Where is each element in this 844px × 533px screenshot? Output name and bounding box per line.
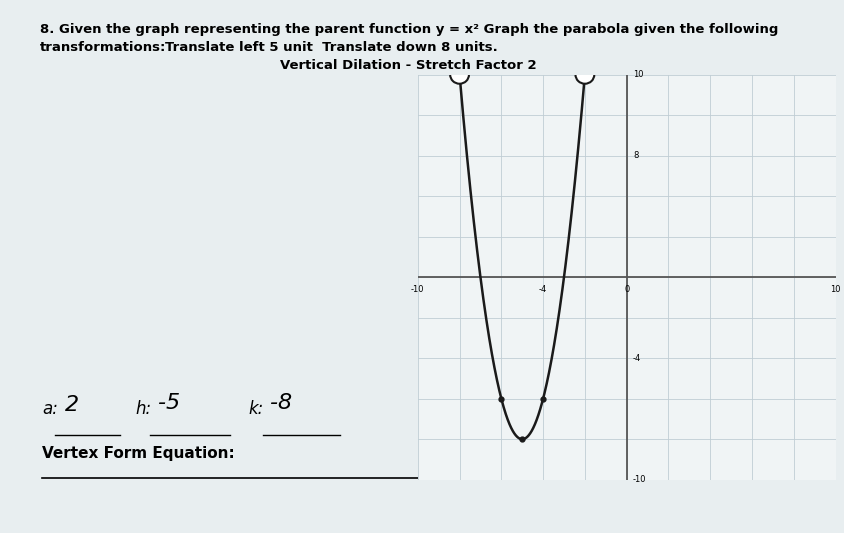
Text: Vertical Dilation - Stretch Factor 2: Vertical Dilation - Stretch Factor 2 <box>280 59 537 72</box>
Text: -4: -4 <box>633 354 641 362</box>
Text: Vertex Form Equation:: Vertex Form Equation: <box>42 446 235 461</box>
Text: h:: h: <box>135 400 151 418</box>
Text: 2: 2 <box>65 395 79 415</box>
Circle shape <box>450 66 469 84</box>
Text: -5: -5 <box>158 393 180 413</box>
Text: -8: -8 <box>270 393 292 413</box>
Text: k:: k: <box>248 400 263 418</box>
Text: Translate left 5 unit  Translate down 8 units.: Translate left 5 unit Translate down 8 u… <box>165 41 498 54</box>
Text: 10: 10 <box>633 70 643 79</box>
Text: 0: 0 <box>624 285 630 294</box>
Circle shape <box>576 66 594 84</box>
Text: -10: -10 <box>633 475 647 484</box>
Text: a:: a: <box>42 400 58 418</box>
Text: 10: 10 <box>830 285 841 294</box>
Text: -4: -4 <box>539 285 547 294</box>
Text: 8. Given the graph representing the parent function y = x² Graph the parabola gi: 8. Given the graph representing the pare… <box>40 23 778 36</box>
Text: -10: -10 <box>411 285 425 294</box>
Text: 8: 8 <box>633 151 638 160</box>
Text: transformations:: transformations: <box>40 41 166 54</box>
